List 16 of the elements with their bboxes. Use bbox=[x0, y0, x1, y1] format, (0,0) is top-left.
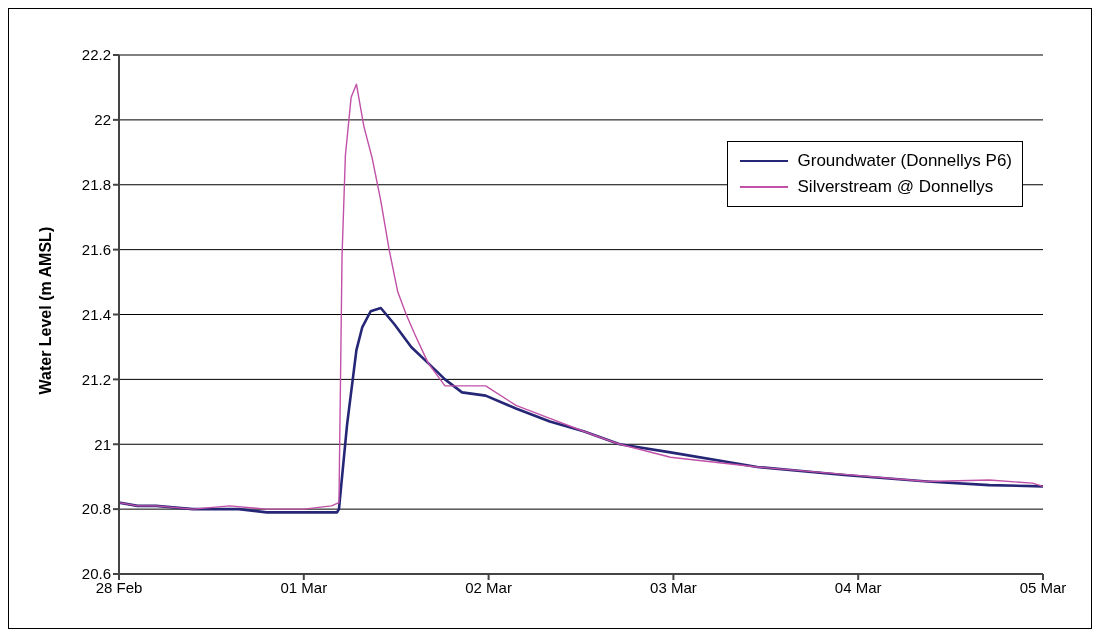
legend-label: Silverstream @ Donnellys bbox=[797, 176, 994, 198]
y-tick-label: 21.4 bbox=[81, 305, 111, 323]
x-tick-label: 01 Mar bbox=[280, 578, 328, 596]
x-tick-label: 05 Mar bbox=[1019, 578, 1067, 596]
y-tick-label: 21.2 bbox=[81, 370, 111, 388]
y-tick-label: 22 bbox=[94, 111, 111, 129]
y-tick-label: 21.6 bbox=[81, 240, 111, 258]
x-tick-label: 03 Mar bbox=[650, 578, 697, 596]
y-tick-label: 20.8 bbox=[81, 500, 111, 518]
y-axis-title: Water Level (m AMSL) bbox=[36, 226, 54, 395]
y-tick-label: 21.8 bbox=[81, 176, 111, 194]
y-tick-label: 21 bbox=[94, 435, 111, 453]
legend-label: Groundwater (Donnellys P6) bbox=[797, 150, 1012, 172]
x-tick-label: 02 Mar bbox=[465, 578, 512, 596]
y-tick-label: 22.2 bbox=[81, 46, 111, 64]
x-tick-label: 04 Mar bbox=[834, 578, 882, 596]
